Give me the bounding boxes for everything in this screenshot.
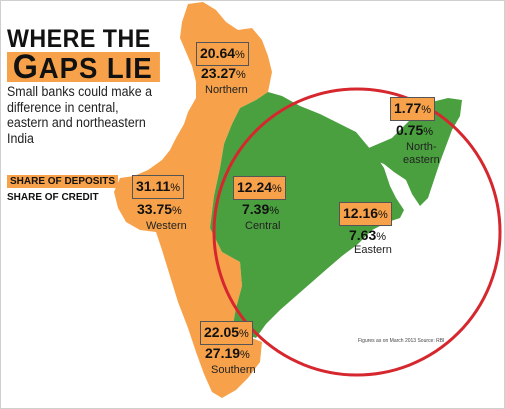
northeastern-credit: 0.75% — [396, 122, 434, 138]
map-orange-regions — [114, 2, 272, 398]
source-note: Figures as on March 2013 Source: RBI — [358, 338, 445, 344]
southern-label: Southern — [211, 364, 256, 376]
southern-credit: 27.19% — [205, 345, 250, 361]
map-green-central-eastern — [210, 92, 404, 338]
legend-credit: SHARE OF CREDIT — [7, 192, 99, 203]
northeastern-label-line-1: North- — [406, 141, 437, 153]
title-line-2-rest: APS LIE — [38, 53, 153, 85]
subtitle: Small banks could make a difference in c… — [7, 84, 152, 146]
title-line-2: GAPS LIE — [7, 50, 161, 85]
central-label: Central — [245, 220, 281, 232]
northern-deposits: 20.64% — [196, 42, 249, 66]
legend-deposits: SHARE OF DEPOSITS — [7, 175, 119, 188]
central-credit: 7.39% — [242, 201, 280, 217]
northeastern-label-line-2: eastern — [403, 154, 440, 166]
eastern-credit: 7.63% — [349, 227, 387, 243]
central-deposits: 12.24% — [233, 176, 286, 200]
southern-deposits: 22.05% — [200, 321, 253, 345]
map-green-northeast — [364, 98, 462, 206]
title-line-2-first-letter: G — [12, 48, 39, 86]
northeastern-deposits: 1.77% — [390, 97, 436, 121]
western-deposits: 31.11% — [132, 175, 185, 199]
title-line-1: WHERE THE — [7, 25, 151, 53]
northern-label: Northern — [205, 84, 248, 96]
western-credit: 33.75% — [137, 201, 182, 217]
eastern-deposits: 12.16% — [339, 202, 392, 226]
western-label: Western — [146, 220, 187, 232]
eastern-label: Eastern — [354, 244, 392, 256]
highlight-circle — [212, 87, 502, 377]
northern-credit: 23.27% — [201, 65, 246, 81]
